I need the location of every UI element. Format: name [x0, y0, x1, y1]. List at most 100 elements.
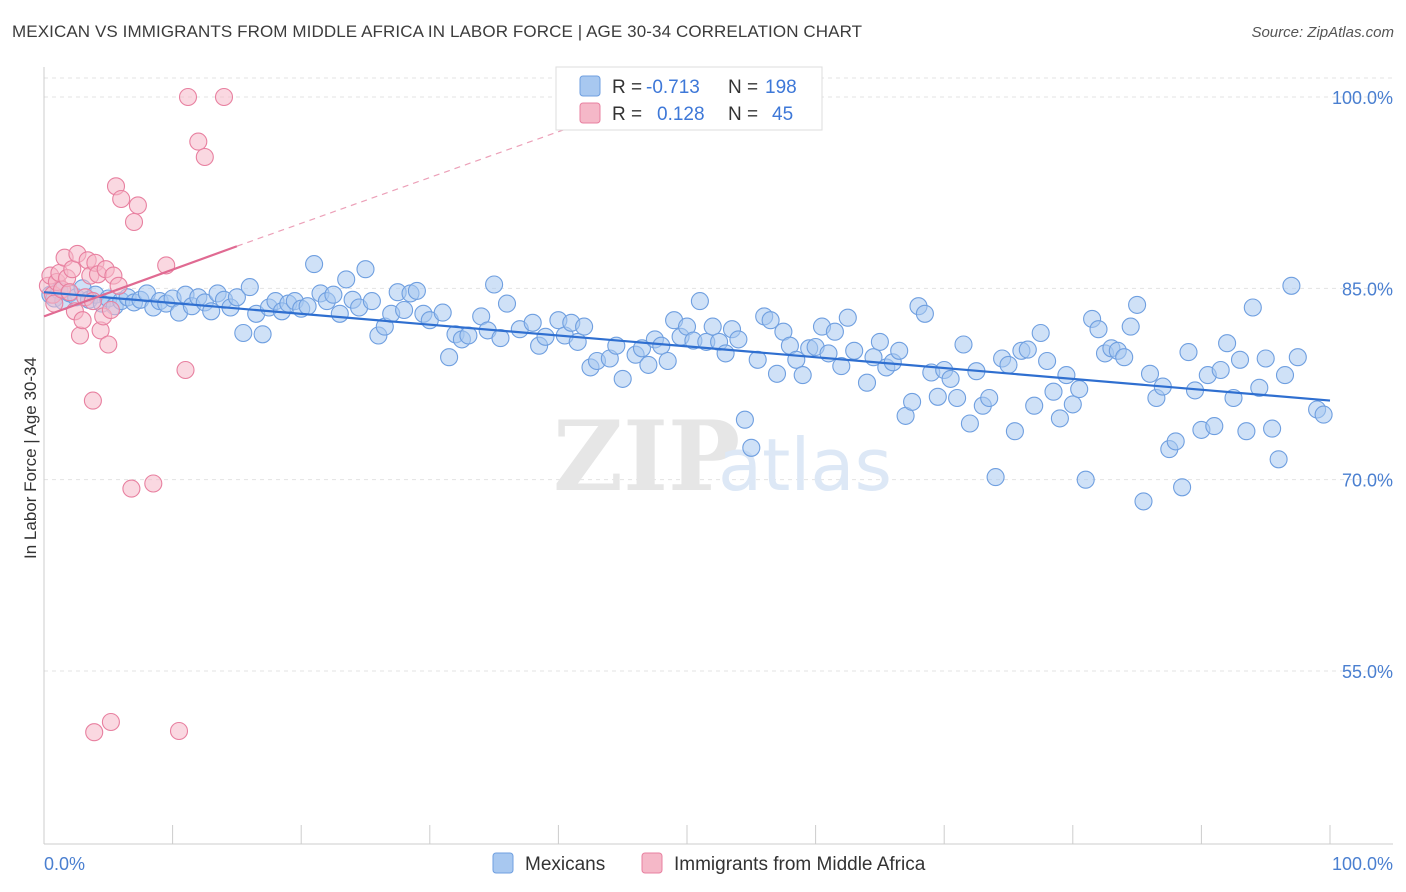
trend-line-middle-africa [43, 245, 238, 318]
watermark-zip: ZIP [553, 400, 740, 513]
mexicans-point-149 [1044, 382, 1063, 401]
mexicans-point-189 [1314, 405, 1333, 424]
middle-africa-point-37 [178, 87, 198, 107]
mexicans-point-127 [903, 392, 922, 411]
mexicans-point-50 [356, 260, 375, 279]
mexicans-point-156 [1089, 320, 1108, 339]
middle-africa-point-31 [128, 196, 147, 215]
legend-n-value-2: 45 [772, 104, 793, 125]
legend-n-value-1: 198 [765, 77, 797, 98]
mexicans-point-42 [305, 255, 324, 274]
legend-n-label-2: N = [728, 104, 758, 125]
mexicans-point-97 [703, 317, 722, 336]
mexicans-point-187 [1288, 348, 1307, 367]
watermark: ZIP atlas [553, 400, 892, 513]
mexicans-point-174 [1205, 417, 1224, 436]
mexicans-point-151 [1057, 366, 1076, 385]
mexicans-point-150 [1050, 409, 1069, 428]
mexicans-point-61 [433, 303, 452, 322]
mexicans-point-175 [1211, 360, 1230, 380]
grid-lines [44, 77, 1393, 672]
trend-lines [43, 121, 1331, 402]
mexicans-point-176 [1218, 334, 1237, 353]
mexicans-point-99 [716, 344, 735, 363]
mexicans-point-181 [1250, 378, 1269, 397]
middle-africa-point-32 [83, 391, 102, 410]
y-tick-label-2: 85.0% [1342, 279, 1393, 299]
legend-swatch-middle-africa [579, 102, 601, 124]
mexicans-point-185 [1275, 366, 1295, 385]
mexicans-point-154 [1076, 470, 1095, 489]
mexicans-point-170 [1179, 343, 1198, 362]
bottom-legend-swatch-mexicans [492, 852, 514, 874]
mexicans-point-163 [1134, 492, 1153, 511]
mexicans-point-162 [1128, 295, 1147, 314]
mexicans-point-139 [980, 388, 999, 408]
y-tick-labels: 55.0% 70.0% 85.0% 100.0% [1332, 88, 1393, 682]
mexicans-point-146 [1025, 396, 1044, 415]
mexicans-point-152 [1063, 395, 1082, 414]
middle-africa-point-33 [122, 479, 141, 498]
mexicans-point-70 [497, 294, 517, 313]
mexicans-point-182 [1256, 349, 1275, 368]
bottom-legend-label-mexicans: Mexicans [525, 854, 605, 875]
x-tick-label-min: 0.0% [44, 854, 85, 874]
legend-n-label-1: N = [728, 77, 758, 98]
legend-r-label-1: R = [612, 77, 642, 98]
middle-africa-point-25 [101, 300, 120, 320]
middle-africa-point-34 [144, 474, 163, 493]
middle-africa-point-14 [73, 311, 92, 330]
mexicans-point-186 [1282, 276, 1301, 295]
chart-title: MEXICAN VS IMMIGRANTS FROM MIDDLE AFRICA… [12, 22, 863, 41]
middle-africa-point-9 [60, 283, 79, 302]
middle-africa-point-24 [99, 335, 118, 354]
middle-africa-point-38 [214, 87, 234, 107]
bottom-legend-label-middle-africa: Immigrants from Middle Africa [674, 854, 926, 875]
mexicans-point-168 [1166, 432, 1185, 451]
x-tick-label-max: 100.0% [1332, 854, 1393, 874]
mexicans-point-86 [632, 339, 652, 358]
mexicans-point-148 [1038, 351, 1057, 371]
trend-line-middle-africa-extended [236, 121, 585, 247]
mexicans-point-41 [298, 297, 317, 316]
mexicans-point-116 [825, 322, 844, 341]
mexicans-point-164 [1140, 364, 1160, 383]
watermark-atlas: atlas [718, 423, 892, 507]
mexicans-point-45 [324, 285, 343, 304]
legend-r-value-2: 0.128 [657, 104, 705, 125]
middle-africa-point-30 [124, 212, 144, 232]
mexicans-point-102 [735, 410, 754, 429]
source-label: Source: ZipAtlas.com [1251, 24, 1394, 41]
middle-africa-point-13 [70, 326, 90, 345]
mexicans-point-183 [1263, 419, 1282, 438]
mexicans-point-143 [1005, 422, 1024, 441]
y-axis-label: In Labor Force | Age 30-34 [21, 357, 40, 559]
mexicans-point-34 [253, 325, 272, 344]
mexicans-point-47 [337, 270, 356, 289]
mexicans-point-65 [459, 326, 478, 345]
mexicans-point-95 [690, 292, 709, 311]
middle-africa-point-36 [176, 360, 195, 380]
mexicans-point-72 [523, 313, 542, 332]
y-tick-label-1: 70.0% [1342, 471, 1393, 491]
mexicans-point-122 [870, 332, 889, 351]
mexicans-point-161 [1121, 317, 1140, 336]
mexicans-point-135 [954, 335, 973, 354]
mexicans-point-31 [234, 323, 253, 343]
mexicans-point-134 [948, 388, 967, 408]
mexicans-point-117 [832, 357, 851, 376]
mexicans-point-180 [1243, 298, 1262, 317]
mexicans-point-74 [536, 327, 555, 346]
mexicans-point-79 [575, 317, 594, 336]
mexicans-point-147 [1031, 323, 1050, 343]
mexicans-point-101 [729, 330, 748, 349]
middle-africa-point-43 [169, 721, 189, 741]
legend-r-value-1: -0.713 [646, 77, 700, 98]
middle-africa-point-10 [63, 260, 82, 279]
legend-swatch-mexicans [579, 75, 601, 97]
mexicans-point-118 [838, 308, 857, 327]
trend-line-mexicans [43, 291, 1331, 402]
mexicans-point-103 [742, 438, 761, 457]
middle-africa-point-41 [85, 723, 104, 742]
